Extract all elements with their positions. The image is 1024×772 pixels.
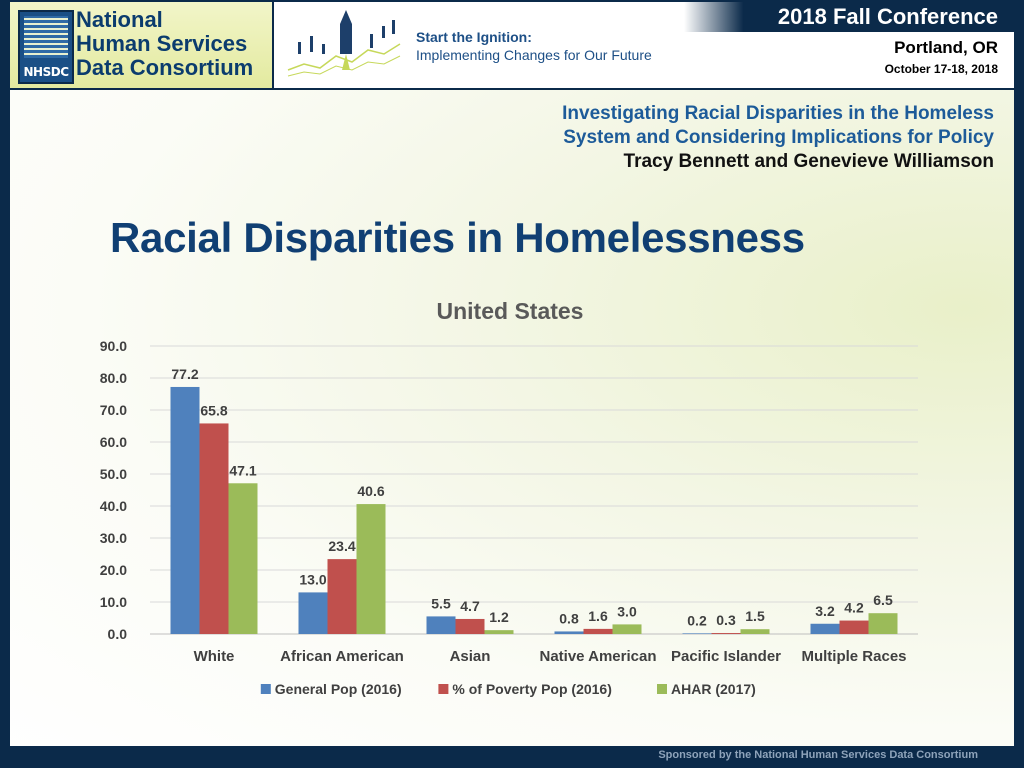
- data-label: 65.8: [200, 402, 227, 418]
- data-label: 1.2: [489, 609, 509, 625]
- bar: [199, 423, 229, 634]
- logo-text: National Human Services Data Consortium: [76, 8, 272, 80]
- rocket-chart-icon: [287, 10, 401, 77]
- logo-line-1: National: [76, 7, 163, 32]
- bar: [426, 616, 456, 634]
- y-tick-label: 90.0: [100, 338, 127, 354]
- y-tick-label: 20.0: [100, 562, 127, 578]
- y-tick-label: 60.0: [100, 434, 127, 450]
- legend-label: % of Poverty Pop (2016): [452, 681, 612, 697]
- y-tick-label: 10.0: [100, 594, 127, 610]
- data-label: 4.2: [844, 600, 864, 616]
- data-label: 1.5: [745, 608, 765, 624]
- bar: [740, 629, 770, 634]
- bar: [810, 623, 840, 634]
- bar: [484, 630, 514, 634]
- slide-title: Racial Disparities in Homelessness: [110, 214, 805, 261]
- x-tick-label: Asian: [450, 648, 491, 665]
- bar: [228, 483, 258, 634]
- y-tick-label: 40.0: [100, 498, 127, 514]
- data-label: 0.3: [716, 612, 736, 628]
- x-tick-label: Pacific Islander: [671, 648, 781, 665]
- data-label: 3.0: [617, 603, 637, 619]
- bar: [868, 613, 898, 634]
- bar: [455, 618, 485, 634]
- data-label: 5.5: [431, 595, 451, 611]
- theme-line-1: Start the Ignition:: [416, 29, 532, 45]
- footer-sponsor: Sponsored by the National Human Services…: [658, 749, 978, 761]
- slide-header: NHSDC National Human Services Data Conso…: [10, 2, 1014, 90]
- bar: [356, 504, 386, 634]
- data-label: 0.2: [687, 612, 707, 628]
- legend-label: AHAR (2017): [671, 681, 756, 697]
- bar: [682, 633, 712, 634]
- y-tick-label: 80.0: [100, 370, 127, 386]
- talk-authors: Tracy Bennett and Genevieve Williamson: [623, 151, 994, 172]
- talk-info: Investigating Racial Disparities in the …: [562, 102, 994, 174]
- conference-banner: [684, 2, 1014, 32]
- data-label: 0.8: [559, 610, 579, 626]
- y-tick-label: 70.0: [100, 402, 127, 418]
- legend-label: General Pop (2016): [275, 681, 402, 697]
- logo-abbr: NHSDC: [23, 65, 70, 79]
- logo-line-2: Human Services: [76, 31, 248, 56]
- logo-stripes-icon: [24, 16, 68, 58]
- conference-theme: Start the Ignition: Implementing Changes…: [416, 28, 652, 64]
- x-tick-label: Native American: [540, 648, 657, 665]
- data-label: 40.6: [357, 483, 384, 499]
- data-label: 47.1: [229, 462, 256, 478]
- footer-bar: Sponsored by the National Human Services…: [0, 746, 1024, 768]
- bar: [327, 559, 357, 634]
- conference-city: Portland, OR: [894, 38, 998, 57]
- conference-title: 2018 Fall Conference: [777, 4, 998, 29]
- theme-line-2: Implementing Changes for Our Future: [416, 47, 652, 63]
- x-tick-label: African American: [280, 648, 404, 665]
- data-label: 77.2: [171, 366, 198, 382]
- x-tick-label: White: [194, 648, 235, 665]
- nhsdc-logo: NHSDC National Human Services Data Conso…: [10, 2, 274, 88]
- conference-date: October 17-18, 2018: [884, 62, 998, 76]
- bar: [298, 592, 328, 634]
- data-label: 13.0: [299, 571, 326, 587]
- bar: [612, 624, 642, 634]
- x-tick-label: Multiple Races: [801, 648, 906, 665]
- data-label: 23.4: [328, 538, 355, 554]
- y-tick-label: 30.0: [100, 530, 127, 546]
- bar: [839, 620, 869, 634]
- legend-swatch: [657, 684, 667, 694]
- chart-title: United States: [437, 298, 584, 324]
- nhsdc-logo-mark: NHSDC: [18, 10, 74, 84]
- talk-title-line-2: System and Considering Implications for …: [563, 127, 994, 148]
- bar: [554, 631, 584, 634]
- bar: [583, 628, 613, 634]
- legend-swatch: [438, 684, 449, 694]
- data-label: 4.7: [460, 598, 480, 614]
- bar: [170, 386, 200, 634]
- data-label: 3.2: [815, 603, 835, 619]
- data-label: 6.5: [873, 592, 893, 608]
- legend-swatch: [260, 684, 271, 694]
- data-label: 1.6: [588, 608, 608, 624]
- y-tick-label: 0.0: [108, 626, 128, 642]
- bar: [711, 633, 741, 634]
- talk-title-line-1: Investigating Racial Disparities in the …: [562, 103, 994, 124]
- logo-line-3: Data Consortium: [76, 55, 254, 80]
- y-tick-label: 50.0: [100, 466, 127, 482]
